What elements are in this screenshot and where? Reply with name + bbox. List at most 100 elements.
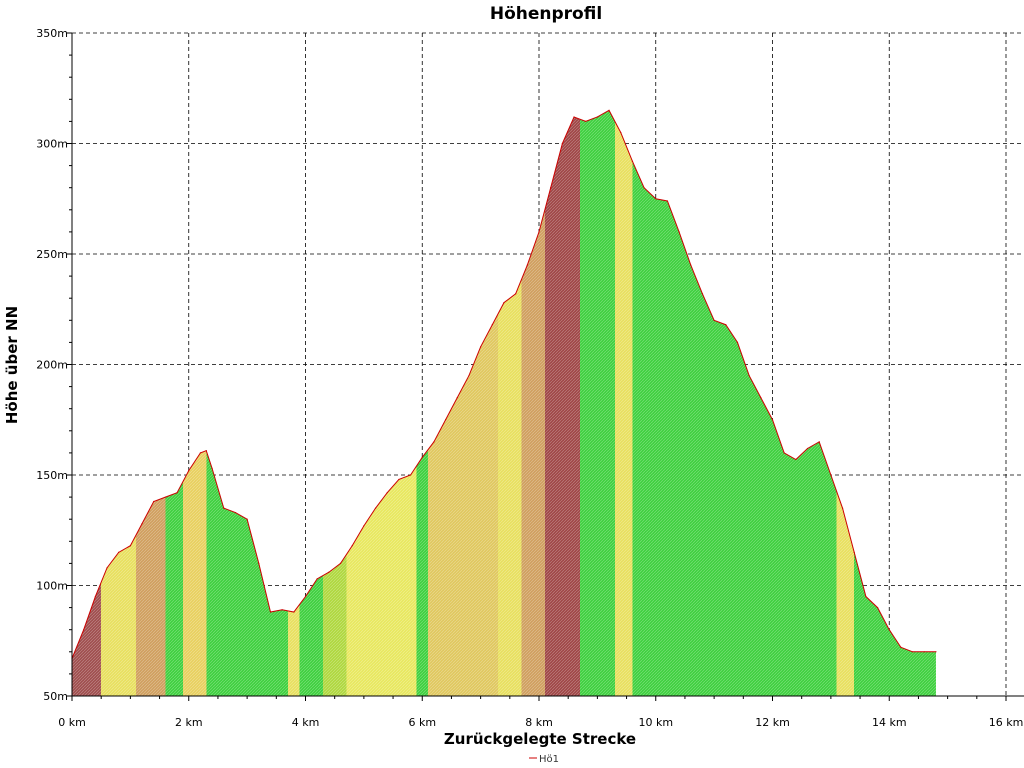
elevation-point [830,474,832,476]
elevation-point [935,651,937,653]
y-tick-label: 300m [36,138,68,151]
elevation-point [912,651,914,653]
y-tick-label: 200m [36,359,68,372]
elevation-point [351,545,353,547]
elevation-point [199,452,202,454]
elevation-point [339,562,342,565]
x-tick-label: 14 km [872,716,907,729]
elevation-point [164,496,166,498]
elevation-point [865,595,867,598]
elevation-point [713,319,715,321]
legend-label: Hö1 [539,754,559,765]
elevation-point [585,120,587,122]
x-tick-label: 8 km [525,716,553,729]
elevation-point [363,525,365,527]
elevation-point [83,629,85,631]
elevation-point [678,231,680,233]
elevation-point [205,450,207,452]
elevation-point [841,507,844,509]
elevation-point [246,518,248,520]
elevation-point [223,507,225,509]
elevation-point [445,419,447,421]
elevation-point [736,341,739,343]
elevation-point [795,458,797,461]
elevation-point [876,607,879,609]
elevation-point [666,200,669,202]
elevation-point [281,609,283,611]
y-tick-label: 100m [36,580,68,593]
x-tick-label: 2 km [175,716,203,729]
elevation-point [293,611,295,613]
elevation-point [550,187,552,189]
x-tick-label: 6 km [408,716,436,729]
elevation-point [503,302,505,304]
elevation-point [515,293,517,295]
y-tick-label: 250m [36,248,68,261]
elevation-point [620,131,622,134]
x-tick-label: 16 km [989,716,1024,729]
x-tick-label: 0 km [58,716,86,729]
plot-area [71,109,937,697]
elevation-point [783,452,785,454]
y-axis-label: Höhe über NN [3,306,21,424]
x-tick-label: 4 km [292,716,320,729]
elevation-point [748,374,750,377]
elevation-point [398,478,400,481]
elevation-point [725,324,727,326]
y-tick-label: 150m [36,469,68,482]
elevation-point [853,551,855,553]
elevation-point [456,397,458,399]
elevation-point [526,264,528,266]
elevation-point [118,551,120,553]
elevation-point [701,293,704,295]
elevation-point [94,595,96,598]
elevation-point [386,492,388,494]
elevation-point [211,467,213,469]
elevation-point [106,567,108,569]
elevation-point [923,651,925,653]
elevation-point [468,374,470,377]
elevation-point [234,511,237,514]
elevation-area-texture [72,110,936,697]
elevation-point [655,198,657,200]
elevation-point [900,646,902,648]
elevation-point [328,571,330,573]
elevation-point [153,500,155,503]
x-axis-ticks: 0 km 2 km 4 km 6 km 8 km 10 km 12 km 14 km 16 km [58,696,1023,729]
elevation-point [538,231,540,233]
elevation-point [631,160,634,162]
x-tick-label: 10 km [638,716,673,729]
elevation-point [176,492,178,494]
elevation-point [316,578,318,580]
elevation-point [888,629,890,631]
elevation-point [491,324,493,326]
elevation-point [573,116,575,118]
elevation-point [304,595,307,598]
x-axis-label: Zurückgelegte Strecke [444,730,636,748]
elevation-point [188,469,190,472]
elevation-point [269,611,272,613]
x-tick-label: 12 km [755,716,790,729]
elevation-point [258,562,260,565]
elevation-point [608,109,610,111]
elevation-line [71,109,936,659]
elevation-point [141,523,143,525]
elevation-point [643,187,645,189]
elevation-point [690,264,692,266]
elevation-point [596,116,598,118]
legend: Hö1 [529,754,559,765]
elevation-point [771,419,774,421]
y-tick-label: 50m [43,690,68,703]
chart-title: Höhenprofil [490,4,602,24]
elevation-point [129,545,131,547]
elevation-point [760,397,762,399]
elevation-point [409,474,412,476]
elevation-point [561,142,563,145]
elevation-point [433,441,435,443]
elevation-point [480,346,482,348]
elevation-point [374,507,377,509]
elevation-point [806,447,809,450]
elevation-point [818,441,820,443]
y-tick-label: 350m [36,27,68,40]
